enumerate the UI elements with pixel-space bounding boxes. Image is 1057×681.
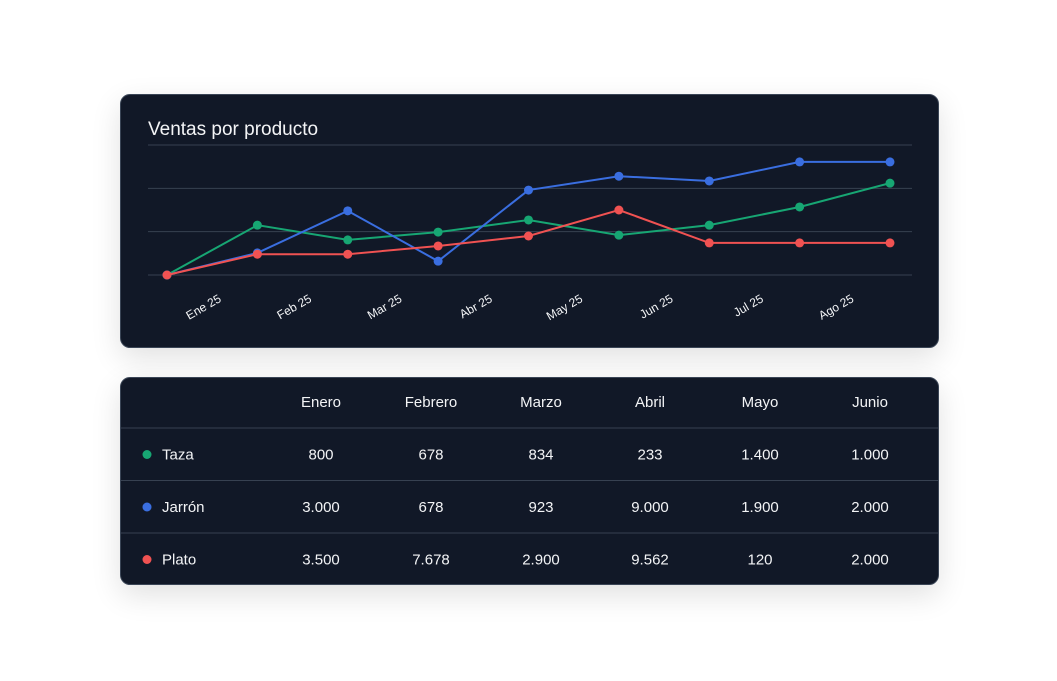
cell: 923 — [528, 499, 553, 516]
series-line — [166, 182, 891, 276]
data-point — [162, 270, 172, 280]
legend-dot — [142, 450, 152, 459]
cell: 233 — [637, 447, 662, 464]
data-point — [433, 227, 443, 237]
cell: 2.900 — [522, 552, 560, 569]
data-point — [704, 238, 714, 248]
cell: 800 — [308, 447, 333, 464]
cell: 120 — [747, 552, 772, 569]
cell: 834 — [528, 447, 553, 464]
legend-dot — [142, 502, 152, 512]
x-tick-label: Abr 25 — [457, 291, 495, 321]
cell: 1.400 — [741, 447, 779, 464]
chart-card: Ventas por producto Ene 25 Feb 25 Mar 25 Ab… — [120, 94, 939, 348]
x-tick-label: Jun 25 — [637, 291, 675, 321]
column-header: Marzo — [520, 394, 562, 411]
cell: 1.900 — [741, 499, 779, 516]
cell: 9.000 — [631, 499, 669, 516]
cell: 2.000 — [851, 552, 889, 569]
cell: 678 — [418, 447, 443, 464]
x-tick-label: Ago 25 — [816, 291, 856, 322]
data-point — [795, 202, 805, 212]
chart-title: Ventas por producto — [148, 119, 318, 140]
column-header: Enero — [301, 394, 341, 411]
data-point — [524, 231, 533, 241]
data-point — [704, 220, 714, 230]
data-point — [885, 178, 895, 188]
chart: Ventas por producto Ene 25 Feb 25 Mar 25 Ab… — [148, 119, 912, 323]
data-point — [524, 215, 533, 225]
x-tick-label: Ene 25 — [184, 291, 224, 322]
table-card: Enero Febrero Marzo Abril Mayo Junio Taza 800 67… — [120, 377, 939, 585]
cell: 1.000 — [851, 447, 889, 464]
row-name: Plato — [162, 552, 196, 569]
data-point — [885, 157, 895, 167]
column-header: Abril — [635, 394, 665, 411]
data-point — [614, 205, 624, 215]
data-point — [614, 171, 624, 181]
legend-dot — [142, 555, 152, 564]
cell: 7.678 — [412, 552, 450, 569]
column-header: Mayo — [742, 394, 779, 411]
data-point — [885, 238, 895, 248]
row-name: Jarrón — [162, 499, 205, 516]
data-point — [343, 235, 353, 245]
x-tick-label: Feb 25 — [275, 291, 315, 322]
column-header: Junio — [852, 394, 888, 411]
cell: 9.562 — [631, 552, 669, 569]
x-tick-label: Mar 25 — [365, 291, 405, 322]
data-point — [524, 185, 533, 195]
data-point — [433, 256, 443, 266]
data-point — [704, 176, 714, 186]
data-point — [252, 249, 262, 259]
data-point — [795, 157, 805, 167]
data-point — [343, 249, 353, 259]
cell: 3.500 — [302, 552, 340, 569]
x-tick-label: Jul 25 — [731, 291, 766, 319]
data-point — [614, 230, 624, 240]
cell: 3.000 — [302, 499, 340, 516]
row-name: Taza — [162, 447, 194, 464]
column-header: Febrero — [405, 394, 458, 411]
cell: 678 — [418, 499, 443, 516]
data-point — [433, 241, 443, 251]
data-point — [795, 238, 805, 248]
cell: 2.000 — [851, 499, 889, 516]
data-point — [343, 206, 353, 216]
x-tick-label: May 25 — [544, 291, 585, 323]
data-point — [252, 220, 262, 230]
table: Enero Febrero Marzo Abril Mayo Junio Taza 800 67… — [121, 394, 938, 569]
